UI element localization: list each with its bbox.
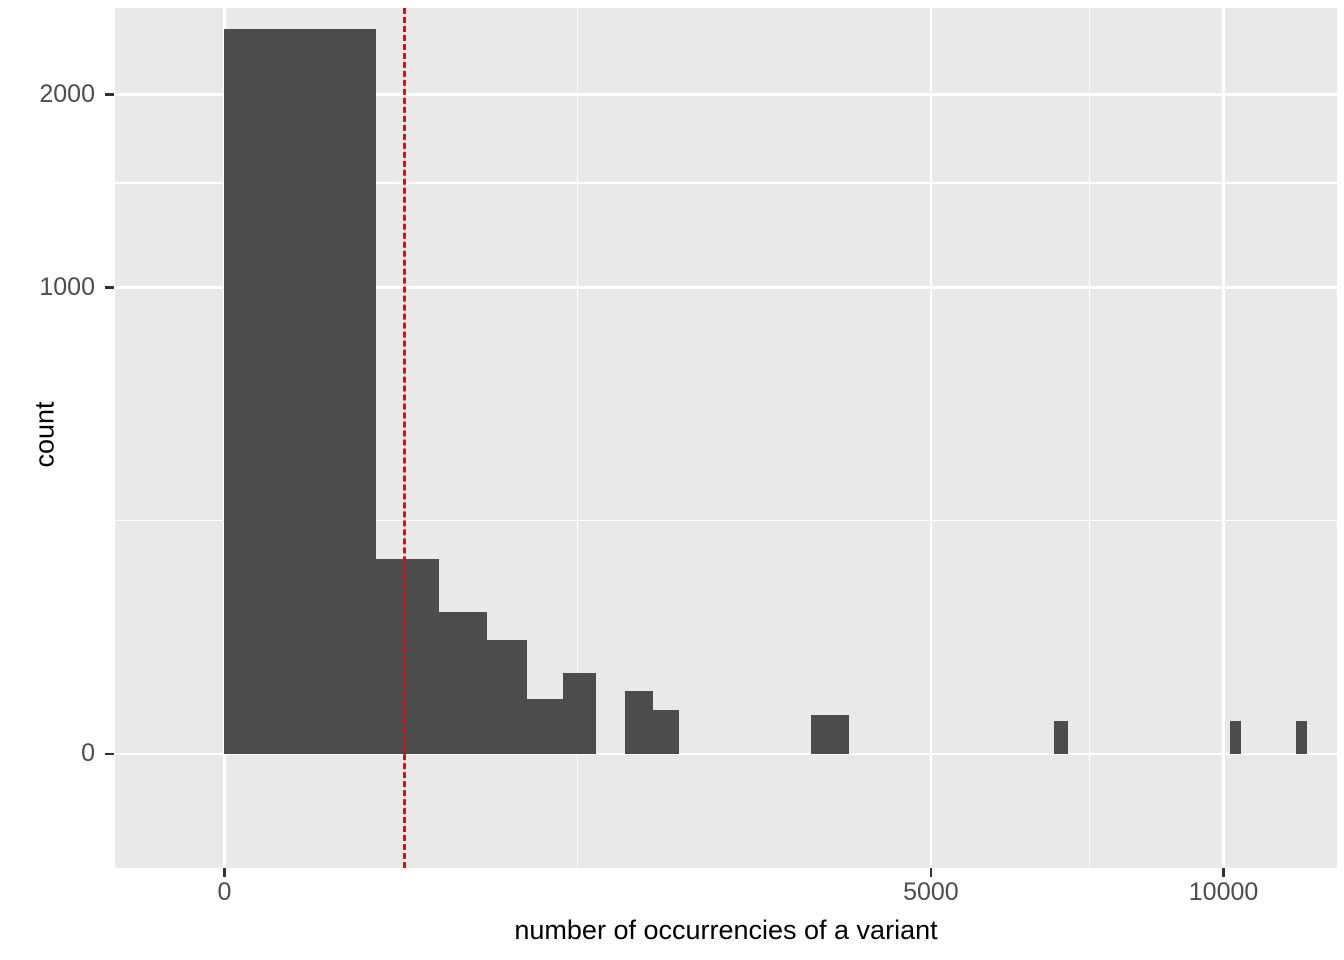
gridline-vertical-major <box>929 8 933 868</box>
histogram-bar <box>1054 720 1069 754</box>
y-axis-tick-label: 2000 <box>39 79 95 108</box>
x-axis-tick-label: 10000 <box>1188 878 1259 906</box>
gridline-horizontal-major <box>115 286 1337 289</box>
x-axis-tick <box>1222 868 1225 877</box>
y-axis-tick <box>105 93 114 96</box>
x-axis-title: number of occurrencies of a variant <box>514 915 938 945</box>
histogram-bar <box>811 714 850 754</box>
histogram-bar <box>563 673 596 754</box>
threshold-vline <box>403 8 407 868</box>
x-axis-tick-label: 0 <box>217 878 232 906</box>
gridline-vertical-major <box>223 8 226 868</box>
histogram-bar <box>438 612 487 754</box>
histogram-bar <box>1229 720 1241 754</box>
histogram-bar <box>625 691 653 754</box>
gridline-horizontal-major <box>115 93 1337 96</box>
histogram-bar <box>1295 720 1307 754</box>
gridline-horizontal-major <box>115 752 1337 755</box>
histogram-bar <box>375 558 439 754</box>
histogram-bar <box>224 28 376 754</box>
y-axis-title: count <box>29 400 60 468</box>
x-axis-tick <box>929 868 933 877</box>
y-axis-tick-label: 1000 <box>39 272 95 301</box>
histogram-bar <box>653 709 679 754</box>
histogram-bar <box>527 698 564 754</box>
gridline-vertical-major <box>1222 8 1225 868</box>
gridline-vertical-minor <box>1089 8 1091 868</box>
y-axis-tick-label: 0 <box>81 738 95 767</box>
histogram-bar <box>486 639 528 754</box>
x-axis-tick-label: 5000 <box>903 878 959 906</box>
y-axis-tick <box>105 752 114 755</box>
plot-panel <box>115 8 1337 868</box>
x-axis-tick <box>223 868 226 877</box>
gridline-horizontal-minor <box>115 182 1337 184</box>
gridline-vertical-minor <box>577 8 579 868</box>
y-axis-tick <box>105 286 114 289</box>
gridline-horizontal-minor <box>115 520 1337 522</box>
